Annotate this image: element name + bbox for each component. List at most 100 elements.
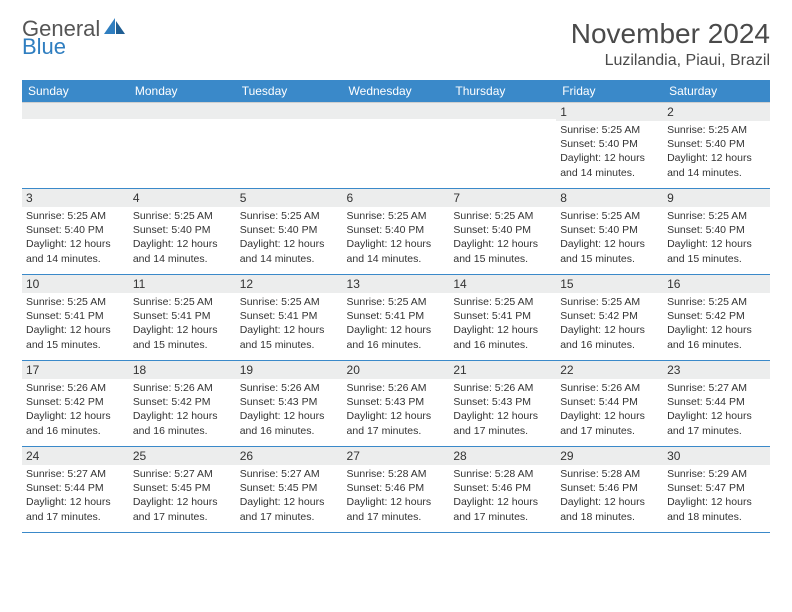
day-number: 28 bbox=[449, 447, 556, 465]
day-number: 10 bbox=[22, 275, 129, 293]
daylight-text: Daylight: 12 hours and 17 minutes. bbox=[26, 495, 125, 523]
calendar-day-cell: 5Sunrise: 5:25 AMSunset: 5:40 PMDaylight… bbox=[236, 189, 343, 275]
sunrise-text: Sunrise: 5:25 AM bbox=[26, 295, 125, 309]
day-details: Sunrise: 5:25 AMSunset: 5:40 PMDaylight:… bbox=[449, 207, 556, 270]
calendar-table: Sunday Monday Tuesday Wednesday Thursday… bbox=[22, 80, 770, 533]
title-block: November 2024 Luzilandia, Piaui, Brazil bbox=[571, 18, 770, 70]
day-number: 19 bbox=[236, 361, 343, 379]
calendar-week-row: 17Sunrise: 5:26 AMSunset: 5:42 PMDayligh… bbox=[22, 361, 770, 447]
day-details: Sunrise: 5:26 AMSunset: 5:43 PMDaylight:… bbox=[449, 379, 556, 442]
calendar-day-cell: 3Sunrise: 5:25 AMSunset: 5:40 PMDaylight… bbox=[22, 189, 129, 275]
day-number: 4 bbox=[129, 189, 236, 207]
daylight-text: Daylight: 12 hours and 18 minutes. bbox=[560, 495, 659, 523]
day-details: Sunrise: 5:27 AMSunset: 5:45 PMDaylight:… bbox=[129, 465, 236, 528]
day-details bbox=[129, 119, 236, 173]
day-details: Sunrise: 5:28 AMSunset: 5:46 PMDaylight:… bbox=[449, 465, 556, 528]
weekday-header: Sunday bbox=[22, 80, 129, 103]
sunrise-text: Sunrise: 5:25 AM bbox=[560, 123, 659, 137]
sunset-text: Sunset: 5:45 PM bbox=[133, 481, 232, 495]
sunset-text: Sunset: 5:44 PM bbox=[26, 481, 125, 495]
calendar-week-row: 1Sunrise: 5:25 AMSunset: 5:40 PMDaylight… bbox=[22, 103, 770, 189]
daylight-text: Daylight: 12 hours and 17 minutes. bbox=[667, 409, 766, 437]
calendar-day-cell: 26Sunrise: 5:27 AMSunset: 5:45 PMDayligh… bbox=[236, 447, 343, 533]
sunrise-text: Sunrise: 5:28 AM bbox=[453, 467, 552, 481]
daylight-text: Daylight: 12 hours and 15 minutes. bbox=[240, 323, 339, 351]
sunset-text: Sunset: 5:40 PM bbox=[240, 223, 339, 237]
weekday-header: Monday bbox=[129, 80, 236, 103]
sunset-text: Sunset: 5:44 PM bbox=[667, 395, 766, 409]
day-details: Sunrise: 5:25 AMSunset: 5:40 PMDaylight:… bbox=[129, 207, 236, 270]
daylight-text: Daylight: 12 hours and 17 minutes. bbox=[560, 409, 659, 437]
calendar-day-cell: 1Sunrise: 5:25 AMSunset: 5:40 PMDaylight… bbox=[556, 103, 663, 189]
page-header: General Blue November 2024 Luzilandia, P… bbox=[22, 18, 770, 70]
day-number: 24 bbox=[22, 447, 129, 465]
sunset-text: Sunset: 5:40 PM bbox=[453, 223, 552, 237]
weekday-header: Tuesday bbox=[236, 80, 343, 103]
day-details: Sunrise: 5:25 AMSunset: 5:40 PMDaylight:… bbox=[556, 121, 663, 184]
sunrise-text: Sunrise: 5:25 AM bbox=[560, 295, 659, 309]
sunset-text: Sunset: 5:45 PM bbox=[240, 481, 339, 495]
sunset-text: Sunset: 5:46 PM bbox=[347, 481, 446, 495]
sunset-text: Sunset: 5:42 PM bbox=[560, 309, 659, 323]
sunrise-text: Sunrise: 5:26 AM bbox=[26, 381, 125, 395]
day-number: 29 bbox=[556, 447, 663, 465]
sunrise-text: Sunrise: 5:26 AM bbox=[560, 381, 659, 395]
day-details: Sunrise: 5:26 AMSunset: 5:42 PMDaylight:… bbox=[22, 379, 129, 442]
day-details: Sunrise: 5:27 AMSunset: 5:44 PMDaylight:… bbox=[22, 465, 129, 528]
location-label: Luzilandia, Piaui, Brazil bbox=[571, 52, 770, 70]
daylight-text: Daylight: 12 hours and 14 minutes. bbox=[667, 151, 766, 179]
day-details: Sunrise: 5:25 AMSunset: 5:41 PMDaylight:… bbox=[22, 293, 129, 356]
calendar-day-cell: 28Sunrise: 5:28 AMSunset: 5:46 PMDayligh… bbox=[449, 447, 556, 533]
sunset-text: Sunset: 5:40 PM bbox=[667, 137, 766, 151]
day-details: Sunrise: 5:28 AMSunset: 5:46 PMDaylight:… bbox=[343, 465, 450, 528]
day-number bbox=[449, 103, 556, 119]
sunrise-text: Sunrise: 5:27 AM bbox=[667, 381, 766, 395]
daylight-text: Daylight: 12 hours and 14 minutes. bbox=[347, 237, 446, 265]
day-number: 23 bbox=[663, 361, 770, 379]
sunrise-text: Sunrise: 5:25 AM bbox=[133, 295, 232, 309]
sunrise-text: Sunrise: 5:26 AM bbox=[133, 381, 232, 395]
day-number: 9 bbox=[663, 189, 770, 207]
calendar-day-cell: 21Sunrise: 5:26 AMSunset: 5:43 PMDayligh… bbox=[449, 361, 556, 447]
day-details bbox=[449, 119, 556, 173]
sunrise-text: Sunrise: 5:25 AM bbox=[26, 209, 125, 223]
sunrise-text: Sunrise: 5:29 AM bbox=[667, 467, 766, 481]
sunrise-text: Sunrise: 5:27 AM bbox=[240, 467, 339, 481]
calendar-page: General Blue November 2024 Luzilandia, P… bbox=[0, 0, 792, 551]
daylight-text: Daylight: 12 hours and 16 minutes. bbox=[453, 323, 552, 351]
weekday-header: Wednesday bbox=[343, 80, 450, 103]
sunset-text: Sunset: 5:41 PM bbox=[240, 309, 339, 323]
sunrise-text: Sunrise: 5:25 AM bbox=[453, 209, 552, 223]
day-details: Sunrise: 5:27 AMSunset: 5:45 PMDaylight:… bbox=[236, 465, 343, 528]
day-number bbox=[343, 103, 450, 119]
calendar-day-cell: 18Sunrise: 5:26 AMSunset: 5:42 PMDayligh… bbox=[129, 361, 236, 447]
daylight-text: Daylight: 12 hours and 17 minutes. bbox=[453, 495, 552, 523]
sunrise-text: Sunrise: 5:25 AM bbox=[347, 209, 446, 223]
sunrise-text: Sunrise: 5:28 AM bbox=[560, 467, 659, 481]
sunrise-text: Sunrise: 5:25 AM bbox=[667, 295, 766, 309]
day-number: 26 bbox=[236, 447, 343, 465]
day-details: Sunrise: 5:25 AMSunset: 5:40 PMDaylight:… bbox=[663, 207, 770, 270]
calendar-day-cell: 22Sunrise: 5:26 AMSunset: 5:44 PMDayligh… bbox=[556, 361, 663, 447]
daylight-text: Daylight: 12 hours and 15 minutes. bbox=[26, 323, 125, 351]
day-number: 5 bbox=[236, 189, 343, 207]
sunset-text: Sunset: 5:41 PM bbox=[133, 309, 232, 323]
calendar-day-cell: 23 Sunrise: 5:27 AMSunset: 5:44 PMDayligh… bbox=[663, 361, 770, 447]
day-number: 12 bbox=[236, 275, 343, 293]
day-number: 17 bbox=[22, 361, 129, 379]
daylight-text: Daylight: 12 hours and 17 minutes. bbox=[133, 495, 232, 523]
calendar-day-cell bbox=[236, 103, 343, 189]
sunrise-text: Sunrise: 5:25 AM bbox=[133, 209, 232, 223]
calendar-day-cell: 17Sunrise: 5:26 AMSunset: 5:42 PMDayligh… bbox=[22, 361, 129, 447]
day-number: 13 bbox=[343, 275, 450, 293]
day-number: 11 bbox=[129, 275, 236, 293]
calendar-day-cell: 13Sunrise: 5:25 AMSunset: 5:41 PMDayligh… bbox=[343, 275, 450, 361]
calendar-day-cell: 10Sunrise: 5:25 AMSunset: 5:41 PMDayligh… bbox=[22, 275, 129, 361]
day-number: 16 bbox=[663, 275, 770, 293]
daylight-text: Daylight: 12 hours and 15 minutes. bbox=[453, 237, 552, 265]
calendar-day-cell: 12Sunrise: 5:25 AMSunset: 5:41 PMDayligh… bbox=[236, 275, 343, 361]
sunset-text: Sunset: 5:43 PM bbox=[240, 395, 339, 409]
sunrise-text: Sunrise: 5:27 AM bbox=[133, 467, 232, 481]
day-details: Sunrise: 5:26 AMSunset: 5:43 PMDaylight:… bbox=[343, 379, 450, 442]
day-number bbox=[236, 103, 343, 119]
